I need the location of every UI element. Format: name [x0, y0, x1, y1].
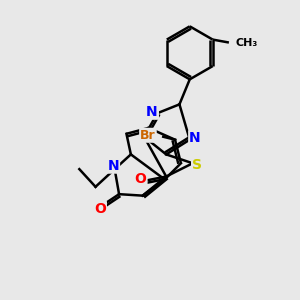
Text: O: O	[135, 172, 146, 186]
Text: N: N	[189, 131, 201, 145]
Text: N: N	[107, 159, 119, 172]
Text: O: O	[94, 202, 106, 216]
Text: N: N	[146, 105, 158, 119]
Text: CH₃: CH₃	[236, 38, 258, 47]
Text: S: S	[192, 158, 202, 172]
Text: Br: Br	[140, 129, 156, 142]
